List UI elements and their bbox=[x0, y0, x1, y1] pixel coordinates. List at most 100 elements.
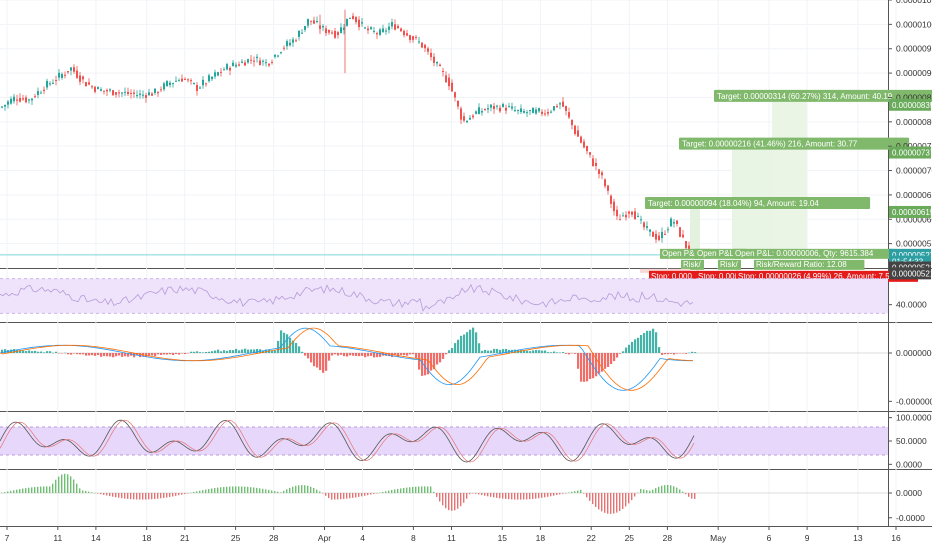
macd-hist-bar bbox=[685, 353, 688, 354]
x-tick-label: 21 bbox=[180, 533, 190, 543]
momentum-bar bbox=[79, 488, 81, 493]
momentum-bar bbox=[376, 493, 378, 494]
candle-body bbox=[598, 169, 600, 174]
risk-reward-label: Risk/ bbox=[683, 260, 702, 269]
macd-hist-bar bbox=[556, 352, 559, 353]
macd-hist-bar bbox=[145, 353, 148, 357]
candle-body bbox=[313, 20, 315, 24]
macd-hist-bar bbox=[94, 353, 97, 356]
momentum-bar bbox=[487, 493, 489, 497]
momentum-bar bbox=[310, 486, 312, 493]
x-tick-label: Apr bbox=[318, 533, 331, 543]
candle-body bbox=[19, 97, 21, 102]
candle-body bbox=[298, 30, 300, 38]
candle-body bbox=[418, 41, 420, 43]
momentum-bar bbox=[571, 491, 573, 493]
macd-hist-bar bbox=[643, 333, 646, 353]
price-badge bbox=[889, 98, 931, 111]
momentum-bar bbox=[643, 489, 645, 493]
momentum-bar bbox=[280, 492, 282, 493]
macd-hist-bar bbox=[538, 350, 541, 353]
momentum-bar bbox=[595, 493, 597, 507]
momentum-bar bbox=[505, 493, 507, 499]
macd-hist-bar bbox=[199, 352, 202, 353]
momentum-bar bbox=[4, 492, 6, 493]
momentum-bar bbox=[298, 485, 300, 493]
momentum-bar bbox=[52, 483, 54, 493]
momentum-bar bbox=[220, 487, 222, 493]
macd-hist-bar bbox=[193, 351, 196, 353]
macd-hist-bar bbox=[202, 352, 205, 353]
macd-hist-bar bbox=[400, 353, 403, 355]
momentum-bar bbox=[181, 493, 183, 495]
candle-body bbox=[424, 44, 426, 49]
macd-hist-bar bbox=[352, 353, 355, 356]
momentum-bar bbox=[136, 493, 138, 500]
macd-hist-bar bbox=[250, 349, 253, 353]
momentum-bar bbox=[472, 493, 474, 494]
x-tick-label: 15 bbox=[498, 533, 508, 543]
macd-hist-bar bbox=[55, 351, 58, 353]
macd-hist-bar bbox=[331, 353, 334, 356]
macd-hist-bar bbox=[589, 353, 592, 380]
candle-body bbox=[379, 29, 381, 35]
momentum-bar bbox=[34, 487, 36, 493]
candle-body bbox=[664, 233, 666, 235]
candle-body bbox=[235, 64, 237, 67]
candle-body bbox=[481, 111, 483, 113]
x-tick-label: 22 bbox=[586, 533, 596, 543]
candle-body bbox=[58, 72, 60, 78]
momentum-bar bbox=[244, 486, 246, 493]
x-tick-label: 18 bbox=[536, 533, 546, 543]
momentum-bar bbox=[289, 487, 291, 493]
momentum-tick-label: -0.0000 bbox=[896, 513, 925, 523]
momentum-bar bbox=[235, 486, 237, 493]
macd-hist-bar bbox=[595, 353, 598, 377]
momentum-bar bbox=[28, 487, 30, 493]
macd-hist-bar bbox=[163, 353, 166, 355]
candle-body bbox=[376, 33, 378, 35]
candle-body bbox=[244, 62, 246, 66]
rsi-tick-label: 40.0000 bbox=[896, 300, 927, 310]
candle-body bbox=[541, 111, 543, 114]
candle-body bbox=[361, 22, 363, 24]
macd-hist-bar bbox=[409, 353, 412, 355]
momentum-bar bbox=[319, 491, 321, 493]
momentum-bar bbox=[496, 493, 498, 498]
candle-body bbox=[538, 108, 540, 112]
momentum-bar bbox=[520, 493, 522, 500]
macd-hist-bar bbox=[616, 353, 619, 358]
momentum-bar bbox=[502, 493, 504, 499]
candle-body bbox=[232, 62, 234, 67]
momentum-bar bbox=[580, 489, 582, 493]
momentum-bar bbox=[550, 493, 552, 497]
momentum-bar bbox=[202, 490, 204, 493]
y-tick-label: 0.00001000 bbox=[896, 19, 932, 29]
momentum-bar bbox=[544, 493, 546, 498]
macd-hist-bar bbox=[577, 353, 580, 369]
momentum-bar bbox=[31, 487, 33, 493]
momentum-bar bbox=[397, 488, 399, 493]
candle-body bbox=[148, 92, 150, 96]
momentum-bar bbox=[217, 487, 219, 493]
candle-body bbox=[355, 16, 357, 23]
momentum-tick-label: 0.0000 bbox=[896, 488, 922, 498]
candle-body bbox=[118, 92, 120, 94]
macd-hist-bar bbox=[295, 342, 298, 353]
momentum-bar bbox=[148, 493, 150, 500]
macd-hist-bar bbox=[91, 353, 94, 356]
macd-hist-bar bbox=[106, 353, 109, 357]
macd-hist-bar bbox=[478, 343, 481, 353]
stoch-tick-label: 0.0000 bbox=[896, 459, 922, 469]
x-tick-label: 28 bbox=[269, 533, 279, 543]
macd-hist-bar bbox=[583, 353, 586, 382]
momentum-bar bbox=[424, 486, 426, 493]
momentum-bar bbox=[646, 490, 648, 493]
macd-hist-bar bbox=[208, 351, 211, 353]
candle-body bbox=[43, 89, 45, 91]
candle-body bbox=[613, 201, 615, 212]
momentum-bar bbox=[619, 493, 621, 512]
macd-hist-bar bbox=[334, 353, 337, 355]
momentum-bar bbox=[517, 493, 519, 500]
